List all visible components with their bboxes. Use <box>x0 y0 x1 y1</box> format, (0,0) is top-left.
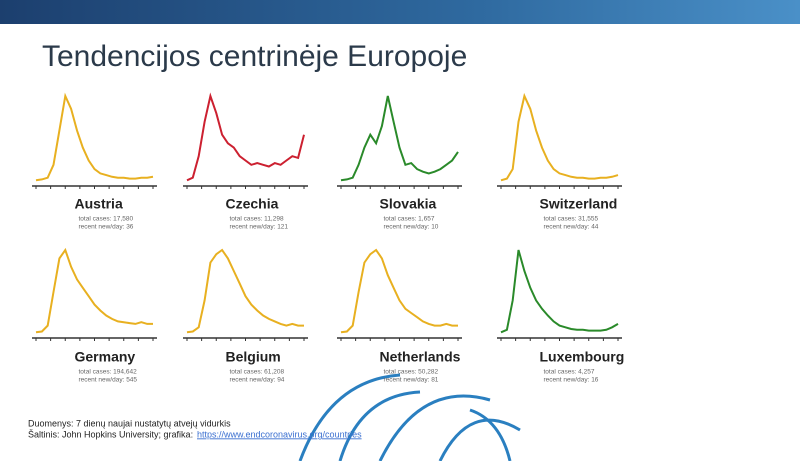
footer-note: Duomenys: 7 dienų naujai nustatytų atvej… <box>28 418 231 428</box>
total-cases: total cases: 61,208 <box>230 369 285 376</box>
country-name: Slovakia <box>380 196 437 212</box>
recent-new: recent new/day: 81 <box>384 377 439 384</box>
banner <box>0 0 800 24</box>
country-name: Luxembourg <box>540 349 625 365</box>
recent-new: recent new/day: 36 <box>79 224 134 231</box>
total-cases: total cases: 194,642 <box>79 369 138 376</box>
country-name: Switzerland <box>540 196 618 212</box>
recent-new: recent new/day: 94 <box>230 377 285 384</box>
trend-line <box>35 247 153 334</box>
country-name: Czechia <box>226 196 279 212</box>
trend-line <box>340 248 458 334</box>
country-name: Belgium <box>226 349 281 365</box>
footer-credit: Šaltinis: John Hopkins University; grafi… <box>28 429 193 439</box>
recent-new: recent new/day: 121 <box>230 224 289 231</box>
trend-line <box>35 92 154 182</box>
trend-line <box>186 248 304 334</box>
country-name: Germany <box>75 349 136 365</box>
recent-new: recent new/day: 10 <box>384 224 439 231</box>
total-cases: total cases: 4,257 <box>544 369 595 376</box>
decoration <box>298 373 521 462</box>
trend-line <box>340 95 459 182</box>
country-name: Austria <box>75 196 123 212</box>
slide-title: Tendencijos centrinėje Europoje <box>42 40 467 73</box>
recent-new: recent new/day: 16 <box>544 377 599 384</box>
total-cases: total cases: 1,657 <box>384 216 435 223</box>
total-cases: total cases: 31,555 <box>544 216 599 223</box>
country-name: Netherlands <box>380 349 461 365</box>
total-cases: total cases: 11,298 <box>230 216 284 223</box>
recent-new: recent new/day: 545 <box>79 377 138 384</box>
trend-line <box>500 92 619 182</box>
trend-line <box>500 249 619 334</box>
total-cases: total cases: 17,580 <box>79 216 134 223</box>
total-cases: total cases: 50,282 <box>384 369 439 376</box>
footer-link[interactable]: https://www.endcoronavirus.org/countries <box>197 429 362 439</box>
recent-new: recent new/day: 44 <box>544 224 599 231</box>
trend-line <box>186 92 305 182</box>
